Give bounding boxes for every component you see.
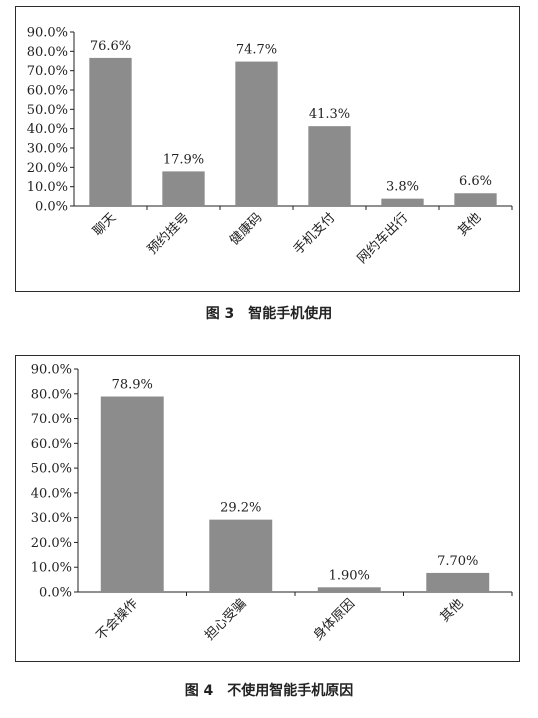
fig3-bar	[89, 57, 132, 207]
fig4-bar	[317, 587, 381, 592]
fig4-category-label: 担心受骗	[202, 596, 249, 643]
fig3-y-tick-label: 60.0%	[27, 84, 68, 99]
chart-frame-figure4	[15, 355, 520, 662]
fig3-data-label: 6.6%	[459, 174, 492, 189]
bar-chart-figure4: 0.0% 10.0% 20.0% 30.0% 40.0% 50.0% 60.0% 70.0% 8…	[31, 363, 513, 644]
fig4-y-tick-label: 70.0%	[31, 412, 72, 427]
fig3-data-label: 74.7%	[236, 43, 277, 58]
fig3-y-tick-label: 50.0%	[27, 103, 68, 118]
fig3-y-tick-label: 0.0%	[35, 200, 68, 215]
fig3-bar	[235, 61, 278, 206]
fig4-y-tick-label: 0.0%	[39, 586, 72, 601]
fig4-y-tick-label: 40.0%	[31, 486, 72, 501]
fig3-data-label: 41.3%	[309, 107, 350, 122]
fig3-y-tick-label: 80.0%	[27, 45, 68, 60]
fig4-bar	[100, 396, 164, 592]
fig3-y-tick-label: 10.0%	[27, 180, 68, 195]
fig3-bar	[162, 171, 205, 206]
fig3-bar	[308, 126, 351, 206]
fig4-y-tick-label: 20.0%	[31, 536, 72, 551]
bar-chart-figure3: 0.0% 10.0% 20.0% 30.0% 40.0% 50.0% 60.0% 70.0% 8…	[27, 26, 513, 267]
fig4-y-tick-label: 90.0%	[31, 363, 72, 378]
fig4-y-tick-label: 10.0%	[31, 561, 72, 576]
fig4-category-label: 其他	[438, 596, 467, 625]
fig3-data-label: 17.9%	[163, 152, 204, 167]
fig4-y-tick-label: 50.0%	[31, 462, 72, 477]
fig4-y-tick-label: 60.0%	[31, 437, 72, 452]
fig3-y-tick-label: 40.0%	[27, 122, 68, 137]
fig3-y-tick-label: 90.0%	[27, 26, 68, 41]
fig3-y-tick-label: 30.0%	[27, 142, 68, 157]
fig4-bar	[426, 572, 490, 592]
fig4-data-label: 1.90%	[329, 568, 370, 583]
figure3-caption: 图 3 智能手机使用	[205, 306, 333, 322]
fig4-bar	[209, 519, 273, 592]
fig4-category-label: 不会操作	[93, 596, 141, 644]
fig4-y-tick-label: 30.0%	[31, 511, 72, 526]
fig4-data-label: 78.9%	[112, 378, 153, 393]
fig3-data-label: 3.8%	[386, 180, 419, 195]
fig4-data-label: 29.2%	[220, 501, 261, 516]
fig4-data-label: 7.70%	[437, 554, 478, 569]
fig4-y-tick-label: 80.0%	[31, 387, 72, 402]
figure4-caption: 图 4 不使用智能手机原因	[184, 683, 354, 699]
fig3-bar	[454, 193, 497, 206]
fig3-data-label: 76.6%	[90, 39, 131, 54]
chart-frame-figure3	[15, 6, 520, 292]
fig4-category-label: 身体原因	[310, 596, 358, 644]
fig3-bar	[381, 198, 424, 206]
fig3-y-tick-label: 70.0%	[27, 64, 68, 79]
fig3-y-tick-label: 20.0%	[27, 161, 68, 176]
